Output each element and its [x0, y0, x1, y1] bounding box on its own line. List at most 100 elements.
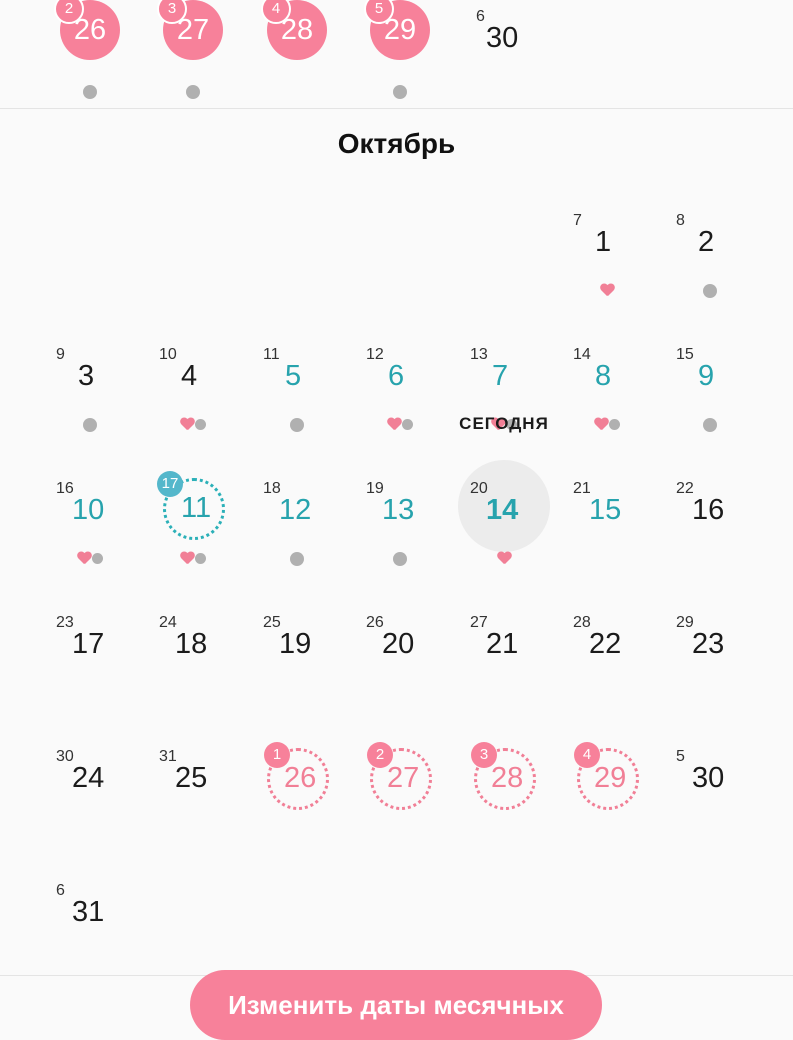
day-number: 10 — [72, 494, 105, 526]
cycle-day-label: 27 — [470, 614, 488, 631]
day-cell[interactable]: 10 4 — [141, 338, 245, 448]
heart-icon — [600, 284, 614, 297]
cycle-day-label: 12 — [366, 346, 384, 363]
day-cell[interactable]: 13 7 — [452, 338, 556, 448]
day-cell[interactable]: 23 17 — [38, 606, 142, 716]
period-day-circle: 5 29 — [364, 0, 430, 60]
note-dot-icon — [83, 417, 97, 432]
day-cell[interactable]: 16 10 — [38, 472, 142, 582]
day-cell[interactable]: 25 19 — [245, 606, 349, 716]
predicted-period-circle — [267, 748, 329, 810]
day-cell[interactable]: 3 28 — [452, 740, 556, 850]
day-cell[interactable]: 6 30 — [452, 0, 556, 110]
day-indicators — [452, 550, 556, 566]
cycle-day-label: 30 — [56, 748, 74, 765]
day-cell[interactable]: 2 27 — [348, 740, 452, 850]
day-cell[interactable]: 29 23 — [658, 606, 762, 716]
day-cell[interactable]: 3 27 — [141, 0, 245, 110]
day-indicators — [245, 416, 349, 432]
cycle-day-badge: 2 — [54, 0, 84, 24]
day-number: 7 — [492, 360, 509, 392]
day-number: 27 — [176, 14, 210, 46]
heart-icon — [594, 418, 608, 431]
today-highlight — [458, 460, 550, 552]
day-number: 13 — [382, 494, 415, 526]
day-number: 28 — [280, 14, 314, 46]
heart-icon — [180, 552, 194, 565]
day-number: 28 — [491, 762, 524, 794]
day-number: 21 — [486, 628, 519, 660]
day-number: 22 — [589, 628, 622, 660]
edit-period-dates-button[interactable]: Изменить даты месячных — [190, 970, 602, 1040]
day-number: 27 — [387, 762, 420, 794]
cycle-day-badge: 3 — [471, 742, 497, 768]
day-cell[interactable]: 28 22 — [555, 606, 659, 716]
day-cell[interactable]: 18 12 — [245, 472, 349, 582]
day-cell[interactable]: 2 26 — [38, 0, 142, 110]
day-cell[interactable]: 21 15 — [555, 472, 659, 582]
cycle-day-label: 18 — [263, 480, 281, 497]
day-cell[interactable]: СЕГОДНЯ 20 14 — [452, 414, 556, 582]
month-divider — [0, 108, 793, 109]
cycle-day-label: 26 — [366, 614, 384, 631]
day-number: 6 — [388, 360, 405, 392]
day-cell[interactable]: 4 29 — [555, 740, 659, 850]
cycle-day-label: 29 — [676, 614, 694, 631]
cycle-day-label: 21 — [573, 480, 591, 497]
cycle-day-badge: 4 — [261, 0, 291, 24]
day-cell[interactable]: 30 24 — [38, 740, 142, 850]
day-number: 5 — [285, 360, 302, 392]
day-cell[interactable]: 27 21 — [452, 606, 556, 716]
day-cell[interactable]: 15 9 — [658, 338, 762, 448]
day-cell[interactable]: 22 16 — [658, 472, 762, 582]
note-dot-icon — [703, 283, 717, 298]
day-number: 3 — [78, 360, 95, 392]
cycle-day-label: 6 — [56, 882, 65, 899]
period-day-circle: 2 26 — [54, 0, 120, 60]
day-number: 26 — [284, 762, 317, 794]
day-number: 30 — [692, 762, 725, 794]
day-cell[interactable]: 4 28 — [245, 0, 349, 110]
day-number: 8 — [595, 360, 612, 392]
day-number: 1 — [595, 226, 612, 258]
day-indicators — [38, 83, 142, 99]
day-cell[interactable]: 17 11 — [141, 471, 245, 582]
day-cell[interactable]: 19 13 — [348, 472, 452, 582]
note-dot-icon — [506, 419, 517, 431]
cycle-day-badge: 5 — [364, 0, 394, 24]
day-cell[interactable]: 31 25 — [141, 740, 245, 850]
day-cell[interactable]: 5 30 — [658, 740, 762, 850]
day-number: 9 — [698, 360, 715, 392]
day-cell[interactable]: 26 20 — [348, 606, 452, 716]
cycle-day-badge: 1 — [264, 742, 290, 768]
note-dot-icon — [92, 553, 103, 565]
day-indicators — [348, 550, 452, 566]
note-dot-icon — [290, 551, 304, 566]
note-dot-icon — [703, 417, 717, 432]
day-number: 20 — [382, 628, 415, 660]
day-number: 30 — [486, 22, 519, 54]
day-indicators — [245, 550, 349, 566]
note-dot-icon — [186, 84, 200, 99]
day-cell[interactable]: 14 8 — [555, 338, 659, 448]
day-cell[interactable]: 24 18 — [141, 606, 245, 716]
cycle-day-label: 14 — [573, 346, 591, 363]
day-number: 4 — [181, 360, 198, 392]
day-number: 31 — [72, 896, 105, 928]
cycle-day-label: 28 — [573, 614, 591, 631]
cycle-day-label: 6 — [476, 8, 485, 25]
day-cell[interactable]: 5 29 — [348, 0, 452, 110]
cycle-day-label: 24 — [159, 614, 177, 631]
day-number: 15 — [589, 494, 622, 526]
day-cell[interactable]: 11 5 — [245, 338, 349, 448]
day-indicators — [141, 416, 245, 432]
day-cell[interactable]: 6 31 — [38, 874, 142, 984]
day-indicators — [555, 416, 659, 432]
note-dot-icon — [83, 84, 97, 99]
cycle-day-label: 31 — [159, 748, 177, 765]
